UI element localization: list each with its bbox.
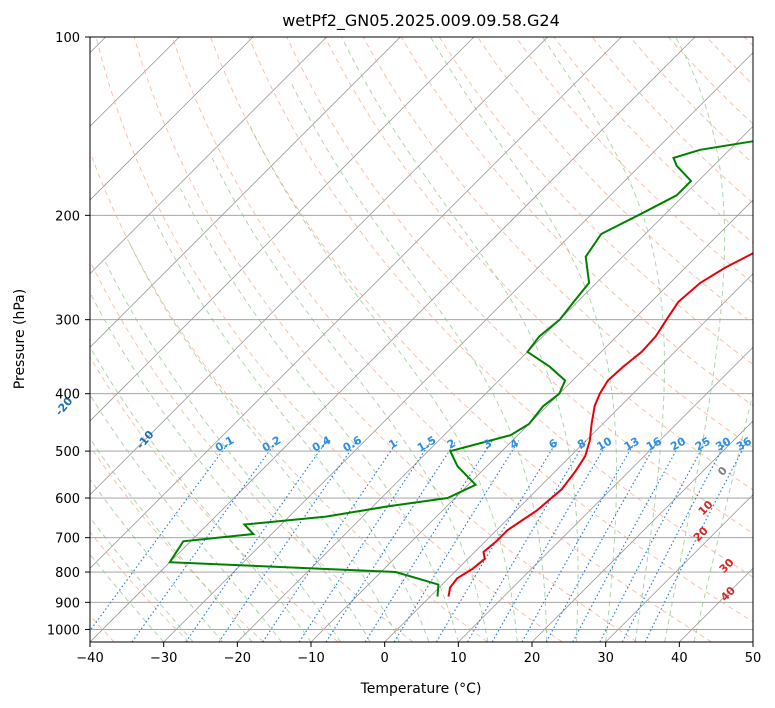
- y-tick-label: 600: [55, 492, 80, 507]
- isotherm-line: [90, 37, 401, 348]
- dry-adiabat-line: [515, 37, 753, 284]
- plot-frame: [89, 36, 754, 643]
- isotherm-line: [90, 37, 475, 422]
- series-layer: [168, 140, 753, 597]
- mixing-ratio-line: [545, 440, 659, 642]
- moist-adiabat-line: [127, 239, 400, 642]
- x-tick-label: 50: [745, 651, 762, 666]
- dry-adiabat-line: [95, 37, 563, 642]
- mixing-ratio-line: [644, 440, 748, 642]
- dry-adiabat-line: [90, 356, 339, 642]
- chart-title: wetPf2_GN05.2025.009.09.58.G24: [282, 11, 560, 31]
- x-tick-label: −20: [224, 651, 251, 666]
- moist-adiabat-line: [90, 478, 223, 642]
- dry-adiabat-line: [133, 37, 638, 642]
- temperature-trace: [447, 252, 753, 597]
- mixing-ratio-line: [90, 440, 231, 632]
- moist-adiabat-line: [291, 83, 548, 642]
- isotherm-line: [458, 346, 753, 642]
- dry-adiabat-line: [439, 37, 753, 365]
- y-tick-label: 200: [55, 209, 80, 224]
- dry-adiabat-line: [171, 37, 712, 642]
- x-tick-label: 10: [450, 651, 467, 666]
- mixing-ratio-line: [467, 440, 587, 642]
- dewpoint-trace: [168, 140, 753, 597]
- mixing-ratio-line: [521, 440, 637, 642]
- dry-adiabat-line: [90, 445, 264, 642]
- y-axis-label: Pressure (hPa): [12, 289, 28, 389]
- ticks-layer: −40 −30 −20 −10 0 10 20 30 40 50 100 200 300 400 500 60…: [47, 31, 761, 666]
- mixing-ratio-line: [325, 440, 457, 642]
- y-tick-label: 300: [55, 314, 80, 329]
- isotherm-line: [605, 494, 753, 642]
- dry-adiabat-line: [90, 259, 414, 642]
- isotherm-line: [531, 420, 753, 642]
- x-tick-label: 20: [524, 651, 541, 666]
- moist-adiabat-line: [90, 553, 165, 642]
- moist-adiabat-line: [90, 516, 194, 642]
- moist-adiabat-line: [430, 37, 617, 642]
- y-tick-label: 500: [55, 445, 80, 460]
- isotherm-line: [90, 37, 327, 275]
- isotherm-line: [237, 125, 753, 642]
- moist-adiabat-line: [542, 37, 665, 642]
- y-tick-label: 1000: [47, 623, 80, 638]
- isotherm-line: [90, 37, 254, 201]
- mixing-ratio-line: [131, 440, 278, 642]
- x-tick-label: 40: [671, 651, 688, 666]
- mixing-ratio-line: [298, 440, 432, 642]
- moist-adiabat-line: [341, 37, 579, 642]
- grid-layer: [90, 37, 753, 642]
- dry-adiabat-line: [90, 531, 190, 642]
- x-axis-label: Temperature (°C): [360, 681, 482, 697]
- y-tick-label: 800: [55, 566, 80, 581]
- dry-adiabat-line: [90, 150, 488, 642]
- moist-adiabat-line: [664, 37, 726, 642]
- isotherm-line: [90, 37, 548, 496]
- x-tick-label: 0: [381, 651, 389, 666]
- isotherm-line: [163, 52, 753, 642]
- moist-adiabat-line: [90, 394, 282, 642]
- dry-adiabat-line: [210, 37, 753, 623]
- isotherm-line: [90, 37, 622, 569]
- mixing-ratio-line: [491, 440, 609, 642]
- moist-adiabat-line: [211, 157, 489, 642]
- y-tick-label: 900: [55, 596, 80, 611]
- y-tick-label: 100: [55, 31, 80, 46]
- x-tick-label: −30: [150, 651, 177, 666]
- mixing-ratio-line: [572, 440, 683, 642]
- moist-adiabat-line: [152, 215, 430, 642]
- mixing-ratio-line: [185, 440, 328, 642]
- mixing-ratio-line: [262, 440, 399, 642]
- x-tick-label: −10: [297, 651, 324, 666]
- moist-adiabat-line: [248, 123, 518, 642]
- moist-adiabat-line: [105, 262, 371, 642]
- moist-adiabat-line: [90, 291, 341, 642]
- dry-adiabat-line: [400, 37, 753, 407]
- moist-adiabat-line: [90, 345, 312, 642]
- mixing-ratio-line: [364, 440, 493, 642]
- mixing-ratio-line: [393, 440, 520, 642]
- dry-adiabat-line: [286, 37, 753, 534]
- isotherm-line: [384, 273, 753, 642]
- x-tick-label: 30: [597, 651, 614, 666]
- mixing-ratio-line: [435, 440, 558, 642]
- x-tick-label: −40: [76, 651, 103, 666]
- y-tick-label: 700: [55, 532, 80, 547]
- moist-adiabat-line: [179, 188, 459, 642]
- dry-adiabat-line: [248, 37, 753, 578]
- y-tick-label: 400: [55, 388, 80, 403]
